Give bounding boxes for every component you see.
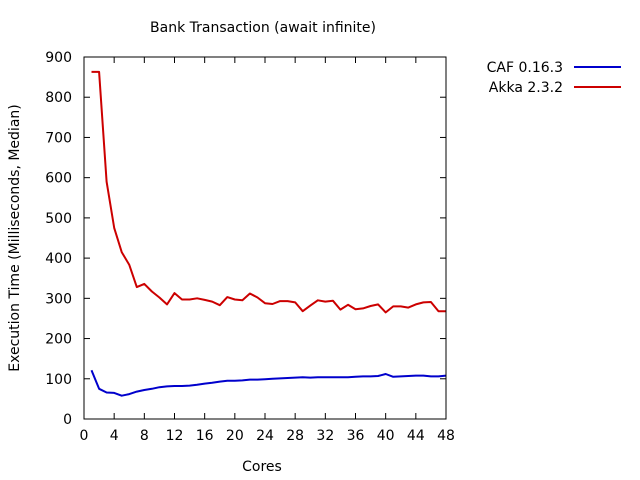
x-axis: 0 4 8 12 16 20 24 28 32 36 40 44 48: [80, 57, 455, 444]
y-tick-label: 300: [45, 291, 72, 307]
x-tick-label: 24: [256, 428, 274, 444]
legend: CAF 0.16.3 Akka 2.3.2: [487, 60, 621, 96]
y-tick-label: 600: [45, 171, 72, 187]
x-tick-label: 12: [166, 428, 184, 444]
x-tick-label: 0: [80, 428, 89, 444]
x-tick-label: 40: [377, 428, 395, 444]
y-tick-label: 100: [45, 372, 72, 388]
x-axis-title: Cores: [242, 459, 282, 475]
x-tick-label: 8: [140, 428, 149, 444]
series-line-caf-0-16-3: [90, 369, 447, 397]
plot-frame: [83, 56, 447, 420]
x-tick-label: 20: [226, 428, 244, 444]
y-tick-label: 200: [45, 332, 72, 348]
x-tick-label: 16: [196, 428, 214, 444]
y-axis: 0 100 200 300 400 500 600 700 800 900: [45, 50, 446, 428]
chart-title: Bank Transaction (await infinite): [150, 20, 376, 36]
y-axis-title: Execution Time (Milliseconds, Median): [7, 104, 23, 371]
x-tick-label: 44: [407, 428, 425, 444]
y-tick-label: 500: [45, 211, 72, 227]
x-tick-label: 48: [437, 428, 455, 444]
legend-label: CAF 0.16.3: [487, 60, 563, 76]
y-tick-label: 400: [45, 251, 72, 267]
plot-area: [90, 70, 447, 397]
x-tick-label: 32: [316, 428, 334, 444]
y-tick-label: 800: [45, 90, 72, 106]
series-line-akka-2-3-2: [91, 70, 446, 314]
x-tick-label: 36: [347, 428, 365, 444]
x-tick-label: 4: [110, 428, 119, 444]
y-tick-label: 0: [63, 412, 72, 428]
legend-label: Akka 2.3.2: [489, 80, 563, 96]
x-tick-label: 28: [286, 428, 304, 444]
y-tick-label: 700: [45, 130, 72, 146]
y-tick-label: 900: [45, 50, 72, 66]
